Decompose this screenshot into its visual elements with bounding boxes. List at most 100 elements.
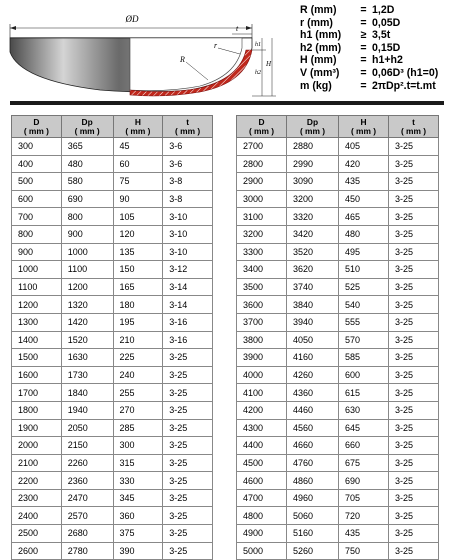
table-cell: 1600 <box>11 365 62 385</box>
table-cell: 270 <box>112 400 164 420</box>
table-cell: 540 <box>338 295 389 314</box>
table-cell: 365 <box>60 137 114 156</box>
table-cell: 3-25 <box>388 365 439 385</box>
table-cell: 3620 <box>286 260 339 279</box>
column-unit: ( mm ) <box>125 125 151 136</box>
table-cell: 2700 <box>236 137 287 156</box>
table-cell: 500 <box>11 172 62 191</box>
table-cell: 75 <box>112 172 164 191</box>
table-cell: 2880 <box>286 137 339 156</box>
table-row: 300 365 45 3-6 <box>11 137 213 156</box>
formula-row: h2 (mm) = 0,15D <box>300 42 450 55</box>
table-cell: 1730 <box>60 365 114 385</box>
table-row: 1700 1840 255 3-25 <box>11 383 213 402</box>
table-cell: 3-25 <box>388 154 439 174</box>
table-cell: 1000 <box>60 242 114 262</box>
table-cell: 3-25 <box>388 207 439 226</box>
table-cell: 2570 <box>60 506 114 526</box>
table-cell: 2780 <box>60 541 114 560</box>
table-row: 2000 2150 300 3-25 <box>11 436 213 455</box>
formula-value: 1,2D <box>372 4 395 16</box>
table-cell: 3-14 <box>162 277 213 297</box>
table-cell: 3400 <box>236 260 287 279</box>
table-cell: 420 <box>338 154 389 174</box>
column-name: Dp <box>306 116 319 127</box>
table-cell: 705 <box>338 488 389 508</box>
table-cell: 1200 <box>11 295 62 314</box>
table-cell: 3-25 <box>162 348 213 367</box>
table-row: 3100 3320 465 3-25 <box>236 207 439 226</box>
column-header: Dp( mm ) <box>60 115 114 138</box>
table-cell: 510 <box>338 260 389 279</box>
table-cell: 3200 <box>236 224 287 244</box>
table-cell: 3900 <box>236 348 287 367</box>
table-row: 3900 4160 585 3-25 <box>236 348 439 367</box>
table-cell: 1500 <box>11 348 62 367</box>
table-cell: 3320 <box>286 207 339 226</box>
column-name: t <box>186 116 190 127</box>
table-cell: 4960 <box>286 488 339 508</box>
table-cell: 2680 <box>60 524 114 543</box>
table-row: 400 480 60 3-6 <box>11 154 213 174</box>
table-cell: 585 <box>338 348 389 367</box>
table-cell: 3-25 <box>388 488 439 508</box>
table-cell: 3000 <box>236 189 287 209</box>
column-name: H <box>360 116 367 127</box>
table-row: 1800 1940 270 3-25 <box>11 400 213 420</box>
table-cell: 570 <box>338 330 389 350</box>
table-cell: 2200 <box>11 471 62 490</box>
table-row: 1900 2050 285 3-25 <box>11 418 213 438</box>
formula-operator: = <box>360 54 367 67</box>
table-cell: 600 <box>11 189 62 209</box>
h2-label: h2 <box>255 70 261 76</box>
table-cell: 3-25 <box>388 471 439 490</box>
table-cell: 4050 <box>286 330 339 350</box>
formula-value: h1+h2 <box>372 54 403 67</box>
table-cell: 2600 <box>11 541 62 560</box>
table-cell: 4900 <box>236 524 287 543</box>
column-header: t( mm ) <box>162 115 213 138</box>
table-cell: 615 <box>338 383 389 402</box>
table-cell: 45 <box>112 137 164 156</box>
formula-value: 3,5t <box>372 29 391 42</box>
table-cell: 3-25 <box>162 365 213 385</box>
table-cell: 660 <box>338 436 389 455</box>
table-cell: 3-25 <box>388 242 439 262</box>
table-cell: 3-25 <box>162 541 213 560</box>
table-cell: 1900 <box>11 418 62 438</box>
table-cell: 165 <box>112 277 164 297</box>
formula-label: r (mm) <box>300 16 333 29</box>
table-row: 2700 2880 405 3-25 <box>236 137 439 156</box>
formula-value: 0,06D³ (h1=0) <box>372 66 439 79</box>
table-cell: 180 <box>112 295 164 314</box>
column-unit: ( mm ) <box>23 125 49 136</box>
table-cell: 2100 <box>11 453 62 473</box>
table-cell: 1400 <box>11 330 62 350</box>
formula-operator: = <box>360 66 367 79</box>
divider <box>10 101 444 105</box>
table-cell: 3-25 <box>388 524 439 543</box>
diameter-label: ØD <box>125 14 139 24</box>
table-row: 700 800 105 3-10 <box>11 207 213 226</box>
table-cell: 2000 <box>11 436 62 455</box>
table-cell: 3-25 <box>388 277 439 297</box>
dimensions-table-left: D( mm ) Dp( mm ) H( mm ) t( mm ) 300 365 45 3-… <box>11 115 213 560</box>
column-unit: ( mm ) <box>350 125 377 136</box>
table-cell: 2990 <box>286 154 339 174</box>
formula-value: 0,15D <box>372 41 401 54</box>
table-row: 600 690 90 3-8 <box>11 189 213 209</box>
table-cell: 645 <box>338 418 389 438</box>
table-cell: 3-25 <box>162 383 213 402</box>
formula-row: H (mm) = h1+h2 <box>300 54 450 67</box>
table-row: 4300 4560 645 3-25 <box>236 418 439 438</box>
formula-operator: = <box>360 41 367 54</box>
table-cell: 4400 <box>236 436 287 455</box>
table-cell: 3-25 <box>162 400 213 420</box>
table-cell: 1520 <box>60 330 114 350</box>
table-cell: 5000 <box>236 541 287 560</box>
table-cell: 135 <box>112 242 164 262</box>
table-cell: 555 <box>338 312 389 332</box>
table-cell: 1100 <box>11 277 62 297</box>
table-cell: 3-25 <box>162 524 213 543</box>
formula-label: h1 (mm) <box>300 29 342 42</box>
